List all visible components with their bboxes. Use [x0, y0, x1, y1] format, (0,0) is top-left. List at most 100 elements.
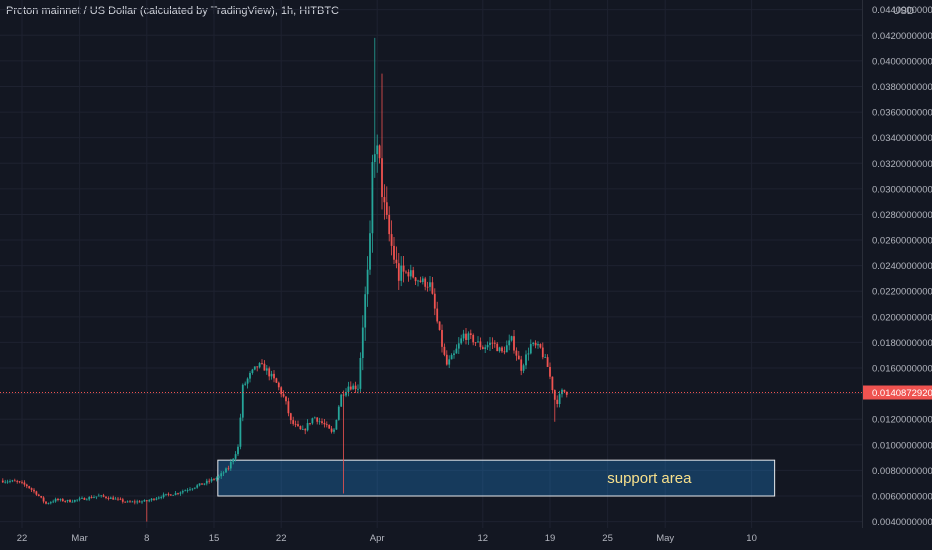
- candle-body: [412, 270, 415, 278]
- candle: [369, 220, 371, 275]
- candle: [160, 495, 163, 500]
- candle-body: [304, 429, 307, 431]
- candle: [33, 488, 35, 494]
- candle-body: [256, 366, 259, 368]
- candle-body: [16, 481, 19, 482]
- candle-body: [414, 277, 417, 282]
- candle-body: [481, 347, 484, 349]
- candle-body: [546, 357, 549, 367]
- candle: [462, 329, 465, 342]
- candle-body: [419, 280, 422, 282]
- candle-body: [109, 497, 112, 499]
- candle-body: [42, 497, 45, 502]
- candle: [517, 350, 520, 360]
- candle-body: [126, 501, 129, 503]
- candle: [316, 417, 319, 425]
- candle-body: [249, 372, 251, 379]
- x-tick-label: 25: [602, 533, 613, 544]
- candle-body: [4, 481, 7, 483]
- candle-body: [88, 497, 91, 500]
- candle: [419, 276, 422, 283]
- candle-body: [491, 342, 494, 344]
- candle: [225, 467, 227, 473]
- candle: [59, 498, 62, 502]
- candle-body: [162, 494, 165, 498]
- candle: [35, 490, 38, 496]
- candle: [28, 485, 31, 489]
- candle: [489, 336, 491, 352]
- candle-body: [565, 391, 568, 395]
- y-tick-label: 0.0260000000: [872, 236, 932, 247]
- candle-body: [222, 472, 225, 474]
- candle: [445, 350, 448, 366]
- candle-body: [213, 479, 215, 480]
- candle: [107, 496, 110, 501]
- candle: [112, 495, 115, 500]
- y-tick-label: 0.0320000000: [872, 159, 932, 170]
- candle-body: [30, 488, 33, 490]
- candle: [431, 276, 434, 295]
- candle: [330, 426, 333, 434]
- x-tick-label: 8: [144, 533, 149, 544]
- candle: [66, 499, 69, 503]
- candle-body: [537, 344, 539, 346]
- candle: [549, 362, 551, 380]
- candle: [198, 483, 201, 487]
- candle: [93, 495, 95, 499]
- candle-body: [378, 145, 381, 159]
- candle: [532, 341, 535, 347]
- candle-body: [541, 347, 544, 358]
- candle: [424, 276, 427, 291]
- candle: [237, 444, 239, 457]
- candle: [527, 347, 530, 361]
- candle-body: [143, 500, 146, 502]
- candle-body: [198, 483, 201, 486]
- candle: [220, 470, 223, 479]
- candle: [172, 494, 175, 496]
- candle-body: [323, 422, 326, 425]
- candle-body: [225, 468, 227, 473]
- candle: [393, 237, 395, 265]
- candle-body: [54, 498, 57, 502]
- grid-layer: [0, 0, 862, 528]
- candle: [474, 342, 477, 347]
- candle: [467, 331, 470, 345]
- candle-body: [37, 494, 40, 496]
- candle: [472, 333, 475, 346]
- candle: [541, 342, 544, 360]
- candle-body: [100, 495, 103, 497]
- candle-body: [150, 498, 153, 501]
- candle-body: [177, 493, 179, 494]
- candle: [97, 493, 100, 497]
- candle: [453, 350, 455, 359]
- candle-body: [40, 495, 43, 498]
- candle-body: [181, 491, 184, 493]
- candle-body: [61, 499, 64, 502]
- candle-body: [121, 499, 124, 502]
- candle-body: [472, 334, 475, 343]
- candle-body: [292, 420, 295, 424]
- candle: [486, 341, 489, 351]
- support-area-box[interactable]: [217, 459, 776, 497]
- candle: [412, 266, 415, 279]
- candle: [42, 496, 45, 504]
- candle-body: [95, 496, 98, 498]
- candle: [201, 483, 203, 485]
- candle: [244, 381, 247, 386]
- x-tick-label: 19: [545, 533, 556, 544]
- candle: [150, 498, 153, 502]
- candle: [208, 478, 211, 484]
- candle: [496, 341, 499, 352]
- x-tick-label: 22: [17, 533, 28, 544]
- candle: [78, 496, 81, 502]
- candle: [421, 276, 424, 285]
- candle-body: [486, 344, 489, 348]
- candle-body: [354, 385, 357, 390]
- candle: [162, 492, 165, 499]
- candle-body: [71, 501, 74, 503]
- x-tick-label: May: [656, 533, 674, 544]
- candle: [4, 479, 7, 484]
- candle-body: [551, 376, 554, 391]
- candle-body: [49, 502, 52, 504]
